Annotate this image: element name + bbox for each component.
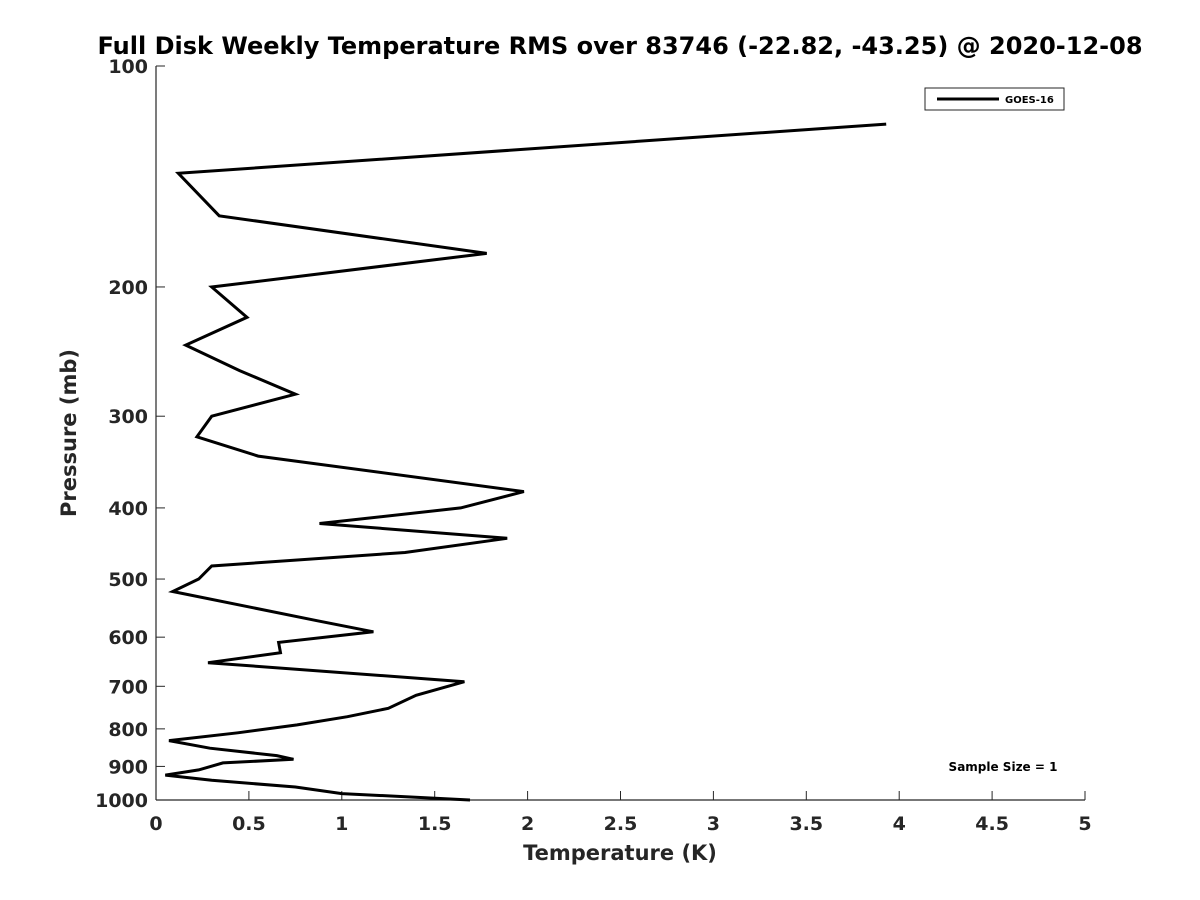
legend-label-goes-16: GOES-16 xyxy=(1005,95,1054,106)
y-tick-label: 400 xyxy=(108,498,148,520)
x-tick-label: 1.5 xyxy=(418,813,452,835)
axes xyxy=(155,66,1085,801)
y-tick-label: 800 xyxy=(108,719,148,741)
series-line-goes-16 xyxy=(165,122,887,802)
y-tick-label: 500 xyxy=(108,569,148,591)
y-tick-label: 100 xyxy=(108,56,148,78)
y-tick-label: 700 xyxy=(108,676,148,698)
x-tick-label: 4 xyxy=(893,813,906,835)
x-tick-label: 0.5 xyxy=(232,813,266,835)
y-tick-label: 600 xyxy=(108,627,148,649)
x-tick-label: 2.5 xyxy=(604,813,638,835)
x-tick-label: 3.5 xyxy=(789,813,823,835)
legend: GOES-16 xyxy=(924,87,1065,111)
y-tick-label: 300 xyxy=(108,406,148,428)
sample-size-annotation: Sample Size = 1 xyxy=(949,760,1058,774)
chart-title: Full Disk Weekly Temperature RMS over 83… xyxy=(97,32,1142,60)
y-tick-label: 900 xyxy=(108,756,148,778)
x-tick-label: 2 xyxy=(521,813,534,835)
y-tick-label: 1000 xyxy=(95,790,148,812)
y-tick-label: 200 xyxy=(108,277,148,299)
x-tick-label: 1 xyxy=(335,813,348,835)
x-axis-label: Temperature (K) xyxy=(523,841,717,865)
x-tick-label: 3 xyxy=(707,813,720,835)
x-tick-label: 5 xyxy=(1078,813,1091,835)
x-tick-label: 4.5 xyxy=(975,813,1009,835)
series-layer xyxy=(165,122,887,802)
ticks: 0 0.5 1 1.5 2 2.5 3 3.5 4 4.5 5 100 200 300 400 500 600 7… xyxy=(95,56,1092,835)
y-axis-label: Pressure (mb) xyxy=(57,349,81,517)
x-tick-label: 0 xyxy=(149,813,162,835)
